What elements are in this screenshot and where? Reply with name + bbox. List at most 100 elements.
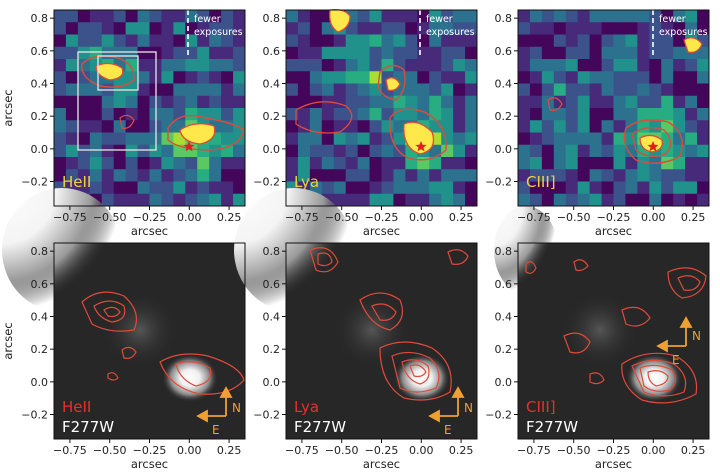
heatmap-cell xyxy=(601,46,614,60)
heatmap-cell xyxy=(393,10,406,23)
heatmap-cell xyxy=(649,108,662,121)
x-tick-label: −0.25 xyxy=(365,211,399,224)
heatmap-cell xyxy=(465,71,478,84)
heatmap-cell xyxy=(518,22,531,35)
heatmap-cell xyxy=(161,22,174,35)
heatmap-cell xyxy=(137,169,150,182)
heatmap-cell xyxy=(637,157,650,170)
y-tick-label: 0.2 xyxy=(263,110,281,123)
heatmap-cell xyxy=(685,95,698,109)
heatmap-cell xyxy=(161,108,174,121)
heatmap-cell xyxy=(661,59,674,72)
heatmap-cell xyxy=(197,71,210,84)
heatmap-cell xyxy=(77,10,91,23)
heatmap-cell xyxy=(625,59,638,72)
heatmap-cell xyxy=(405,108,418,121)
heatmap-cell xyxy=(613,83,626,97)
heatmap-cell xyxy=(589,83,602,97)
heatmap-cell xyxy=(89,132,103,146)
heatmap-cell xyxy=(173,46,186,60)
heatmap-cell xyxy=(661,34,674,48)
y-tick-label: 0.8 xyxy=(31,12,49,25)
heatmap-cell xyxy=(173,22,186,35)
heatmap-cell xyxy=(697,132,710,146)
heatmap-cell xyxy=(161,120,174,133)
heatmap-cell xyxy=(197,95,210,109)
heatmap-cell xyxy=(541,22,555,35)
heatmap-cell xyxy=(529,46,543,60)
heatmap-cell xyxy=(441,83,454,97)
heatmap-cell xyxy=(465,95,478,109)
heatmap-cell xyxy=(309,22,323,35)
heatmap-cell xyxy=(393,169,406,182)
heatmap-cell xyxy=(54,144,67,158)
heatmap-cell xyxy=(637,95,650,109)
heatmap-cell xyxy=(65,59,79,72)
heatmap-cell xyxy=(565,120,579,133)
heatmap-cell xyxy=(649,59,662,72)
x-tick-label: −0.75 xyxy=(285,211,319,224)
heatmap-cell xyxy=(333,95,347,109)
x-tick-label: 0.00 xyxy=(177,444,202,457)
heatmap-cell xyxy=(286,46,299,60)
heatmap-cell xyxy=(673,108,686,121)
heatmap-cell xyxy=(161,193,174,207)
heatmap-cell xyxy=(453,169,466,182)
y-tick-label: 0.4 xyxy=(31,78,49,91)
heatmap-cell xyxy=(577,83,591,97)
heatmap-cell xyxy=(149,169,162,182)
heatmap-cell xyxy=(649,193,662,207)
y-tick-label: 0.2 xyxy=(495,110,513,123)
heatmap-cell xyxy=(333,71,347,84)
heatmap-cell xyxy=(453,157,466,170)
heatmap-cell xyxy=(125,10,138,23)
heatmap-cell xyxy=(286,144,299,158)
heatmap-cell xyxy=(529,95,543,109)
heatmap-cell xyxy=(637,34,650,48)
x-tick-label: −0.75 xyxy=(53,444,87,457)
heatmap-cell xyxy=(553,71,567,84)
band-tag: F277W xyxy=(526,418,578,436)
heatmap-cell xyxy=(321,59,335,72)
heatmap-cell xyxy=(529,22,543,35)
heatmap-cell xyxy=(77,132,91,146)
heatmap-cell xyxy=(161,144,174,158)
heatmap-cell xyxy=(321,22,335,35)
annotation-exposures: exposures xyxy=(659,27,708,38)
compass-e: E xyxy=(212,423,220,437)
heatmap-cell xyxy=(345,59,359,72)
heatmap-cell xyxy=(297,71,311,84)
heatmap-cell xyxy=(54,10,67,23)
heatmap-cell xyxy=(441,193,454,207)
compass-n: N xyxy=(232,401,241,415)
panel-bottom-heii: N E HeII F277W xyxy=(2,188,245,439)
heatmap-cell xyxy=(101,181,115,195)
heatmap-cell xyxy=(405,34,418,48)
heatmap-cell xyxy=(113,157,127,170)
heatmap-cell xyxy=(233,71,246,84)
heatmap-cell xyxy=(625,132,638,146)
heatmap-cell xyxy=(209,83,222,97)
heatmap-cell xyxy=(453,132,466,146)
heatmap-cell xyxy=(553,132,567,146)
heatmap-cell xyxy=(54,169,67,182)
heatmap-cell xyxy=(453,120,466,133)
heatmap-cell xyxy=(357,157,370,170)
heatmap-cell xyxy=(601,144,614,158)
heatmap-cell xyxy=(309,10,323,23)
heatmap-cell xyxy=(685,59,698,72)
heatmap-cell xyxy=(65,34,79,48)
star-marker xyxy=(647,141,659,152)
heatmap-cell xyxy=(54,46,67,60)
heatmap-cell xyxy=(589,46,602,60)
heatmap-cell xyxy=(553,59,567,72)
heatmap-cell xyxy=(601,120,614,133)
heatmap-cell xyxy=(233,22,246,35)
heatmap-cell xyxy=(357,144,370,158)
heatmap-cell xyxy=(429,144,442,158)
heatmap-cell xyxy=(161,83,174,97)
heatmap-cell xyxy=(113,144,127,158)
star-marker xyxy=(183,141,195,152)
heatmap-cell xyxy=(685,22,698,35)
heatmap-cell xyxy=(637,181,650,195)
